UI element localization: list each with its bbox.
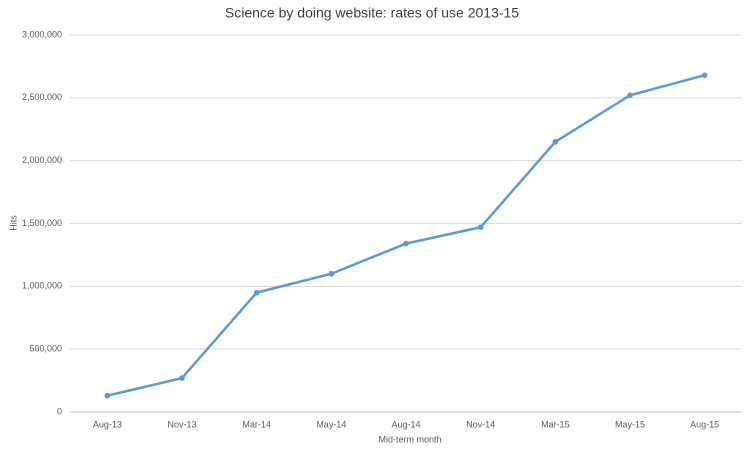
- x-tick-label: May-14: [316, 419, 346, 429]
- x-tick-label: Mar-15: [541, 419, 570, 429]
- x-axis-title: Mid-term month: [378, 434, 441, 444]
- data-point: [403, 240, 409, 247]
- chart-title: Science by doing website: rates of use 2…: [225, 5, 519, 21]
- x-tick-label: Aug-15: [690, 419, 719, 429]
- data-point: [104, 392, 111, 399]
- x-tick-label: Nov-13: [167, 419, 196, 429]
- y-tick-label: 1,000,000: [22, 281, 62, 291]
- data-point: [477, 224, 484, 231]
- data-point: [552, 139, 559, 145]
- data-point: [179, 375, 185, 381]
- y-tick-label: 0: [57, 406, 62, 416]
- y-tick-label: 3,000,000: [22, 29, 62, 39]
- data-point: [701, 72, 708, 79]
- y-axis-title: Hits: [8, 215, 18, 231]
- x-tick-label: Aug-14: [391, 419, 420, 429]
- x-tick-label: Mar-14: [242, 419, 271, 429]
- data-point: [627, 92, 633, 99]
- y-tick-label: 1,500,000: [22, 218, 62, 228]
- data-point: [328, 270, 335, 277]
- y-tick-label: 2,500,000: [22, 92, 62, 102]
- data-line: [107, 74, 705, 397]
- x-tick-label: Aug-13: [93, 419, 122, 429]
- x-tick-label: May-15: [615, 419, 645, 429]
- y-tick-label: 500,000: [29, 344, 62, 354]
- x-tick-label: Nov-14: [466, 419, 495, 429]
- data-point: [253, 289, 260, 296]
- y-tick-label: 2,000,000: [22, 155, 62, 165]
